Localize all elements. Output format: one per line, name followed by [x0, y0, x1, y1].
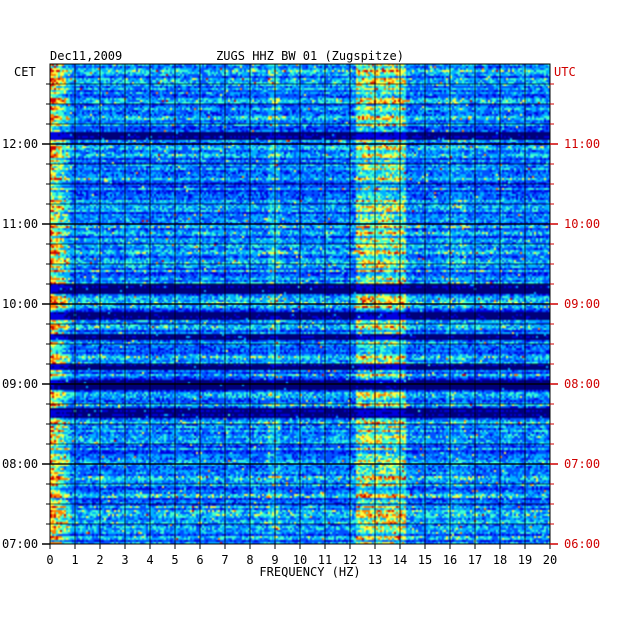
left-tick-label: 09:00 [2, 377, 38, 391]
x-tick-label: 6 [196, 553, 203, 567]
right-time-axis: 06:00 07:00 08:00 09:00 10:00 11:00 [550, 83, 600, 551]
right-tick-label: 11:00 [564, 137, 600, 151]
left-axis-label: CET [14, 65, 36, 79]
x-tick-label: 10 [293, 553, 307, 567]
x-tick-label: 0 [46, 553, 53, 567]
right-tick-label: 10:00 [564, 217, 600, 231]
chart-title: ZUGS HHZ BW 01 (Zugspitze) [216, 49, 404, 63]
x-tick-label: 11 [318, 553, 332, 567]
right-tick-label: 09:00 [564, 297, 600, 311]
x-tick-label: 8 [246, 553, 253, 567]
x-tick-label: 13 [368, 553, 382, 567]
x-tick-label: 9 [271, 553, 278, 567]
x-tick-label: 17 [468, 553, 482, 567]
x-tick-label: 4 [146, 553, 153, 567]
chart-date: Dec11,2009 [50, 49, 122, 63]
right-tick-label: 07:00 [564, 457, 600, 471]
x-tick-label: 12 [343, 553, 357, 567]
left-tick-label: 12:00 [2, 137, 38, 151]
x-tick-label: 20 [543, 553, 557, 567]
x-axis-title: FREQUENCY (HZ) [259, 565, 360, 579]
x-tick-label: 7 [221, 553, 228, 567]
grid-lines [50, 64, 550, 544]
x-tick-label: 15 [418, 553, 432, 567]
left-tick-label: 08:00 [2, 457, 38, 471]
right-tick-label: 08:00 [564, 377, 600, 391]
x-tick-label: 18 [493, 553, 507, 567]
right-tick-label: 06:00 [564, 537, 600, 551]
x-tick-label: 3 [121, 553, 128, 567]
x-axis: 0 1 2 3 4 5 6 7 8 9 10 11 12 13 14 15 16 17 18 19 20 [46, 544, 557, 567]
left-tick-label: 07:00 [2, 537, 38, 551]
x-tick-label: 19 [518, 553, 532, 567]
x-tick-label: 5 [171, 553, 178, 567]
right-axis-label: UTC [554, 65, 576, 79]
x-tick-label: 1 [71, 553, 78, 567]
x-tick-label: 14 [393, 553, 407, 567]
x-tick-label: 2 [96, 553, 103, 567]
x-tick-label: 16 [443, 553, 457, 567]
left-time-axis: 07:00 08:00 09:00 10:00 11:00 12:00 [2, 83, 50, 551]
left-tick-label: 11:00 [2, 217, 38, 231]
left-tick-label: 10:00 [2, 297, 38, 311]
